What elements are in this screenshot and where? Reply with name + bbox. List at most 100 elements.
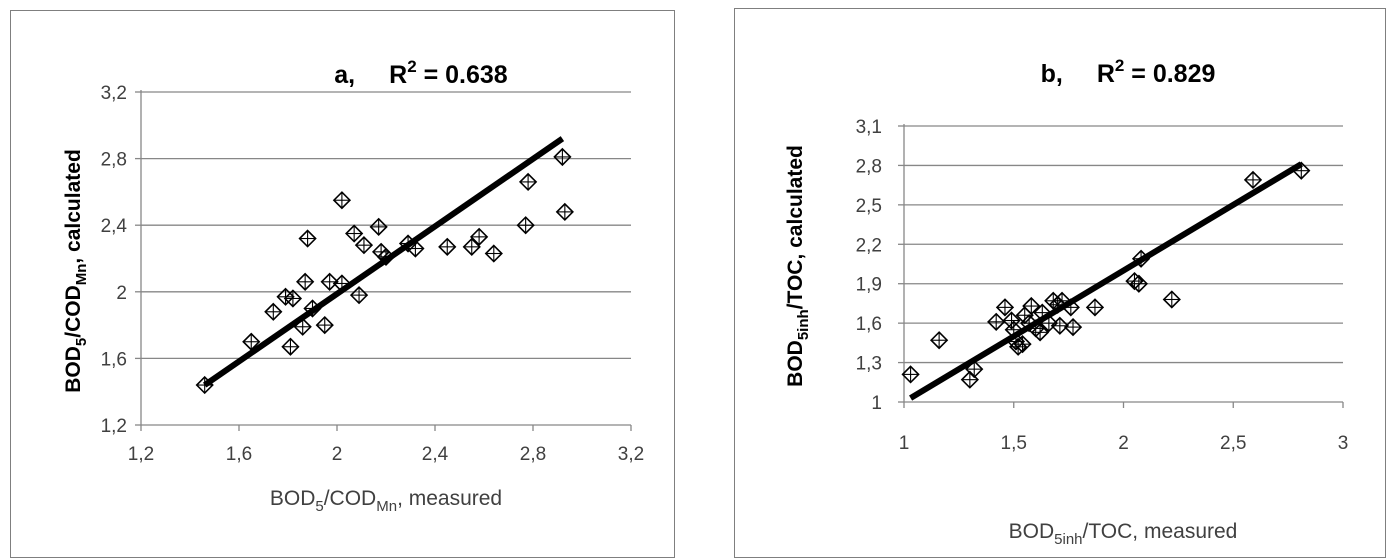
chart-a-point-19 — [376, 247, 396, 266]
chart-b-xlabel-part-0: BOD — [1009, 520, 1055, 543]
chart-a-point-21-diamond — [406, 239, 425, 258]
chart-a-title-sup: 2 — [407, 57, 416, 76]
chart-a-point-13-diamond — [332, 274, 352, 293]
chart-a-title: a, R2 = 0.638 — [334, 57, 508, 89]
chart-a-ylabel-part-2: /COD — [62, 285, 85, 338]
chart-b-point-26 — [1129, 274, 1148, 293]
chart-b-point-15 — [1030, 323, 1050, 342]
chart-a-xlabel-part-4: , measured — [397, 487, 502, 510]
chart-a-point-5-diamond — [283, 289, 303, 308]
chart-a-xlabel-part-0: BOD — [270, 487, 316, 510]
chart-b-point-30-diamond — [1292, 161, 1311, 180]
chart-a-point-8-diamond — [298, 229, 317, 248]
chart-a-point-1-diamond — [242, 332, 261, 351]
chart-b-point-1-diamond — [929, 331, 949, 350]
chart-b-title: b, R2 = 0.829 — [1041, 56, 1216, 88]
chart-b-ytick-label-2: 1,6 — [856, 314, 882, 335]
chart-b-point-29-diamond — [1243, 170, 1263, 190]
chart-b-point-1 — [929, 331, 949, 350]
chart-b-point-7-diamond — [1004, 320, 1023, 339]
chart-b-title-value: = 0.829 — [1124, 60, 1215, 88]
chart-b-trendline — [909, 161, 1303, 401]
chart-a-xlabel-part-3: Mn — [376, 498, 397, 515]
chart-a-point-23 — [462, 237, 481, 256]
chart-a-point-1 — [242, 332, 261, 351]
chart-b-xtick-label-4: 3 — [1338, 433, 1349, 454]
chart-a-point-29-diamond — [555, 202, 574, 222]
chart-a-point-17 — [369, 217, 388, 236]
chart-b-point-6-diamond — [1002, 311, 1021, 330]
chart-b-point-24-diamond — [1085, 298, 1105, 317]
chart-a-ylabel-part-1: 5 — [73, 338, 90, 346]
chart-a-point-13 — [332, 274, 352, 293]
chart-b-point-21 — [1052, 291, 1072, 310]
chart-a-point-16 — [354, 236, 374, 255]
chart-a-xtick-label-4: 2,8 — [520, 444, 546, 465]
chart-b-point-19-diamond — [1048, 295, 1067, 314]
chart-a-point-7 — [296, 272, 315, 291]
chart-a-xlabel-part-2: /COD — [324, 487, 377, 510]
chart-b-point-6 — [1002, 311, 1021, 330]
chart-a-point-0-diamond — [195, 375, 214, 395]
chart-a-point-27 — [518, 172, 538, 192]
chart-a-ylabel: BOD5/CODMn, calculated — [62, 149, 90, 393]
chart-b-point-5-diamond — [995, 298, 1015, 317]
chart-b-point-12-diamond — [1019, 314, 1039, 333]
chart-b-xtick-label-1: 1,5 — [1001, 433, 1027, 454]
chart-a-xtick-label-2: 2 — [332, 444, 343, 465]
chart-b-point-5 — [995, 298, 1015, 317]
chart-a-point-6-diamond — [293, 317, 312, 336]
chart-b-point-26-diamond — [1129, 274, 1148, 293]
chart-a-point-28-diamond — [553, 147, 572, 167]
chart-b-point-28 — [1162, 290, 1181, 309]
chart-a-point-14 — [345, 224, 364, 243]
chart-b-point-30 — [1292, 161, 1311, 180]
chart-b-ytick-label-6: 2,8 — [856, 156, 882, 177]
chart-a-point-28 — [553, 147, 572, 167]
chart-a-point-11-diamond — [320, 272, 339, 291]
chart-a-point-27-diamond — [518, 172, 538, 192]
chart-b-title-sup: 2 — [1115, 56, 1124, 75]
chart-a-point-6 — [293, 317, 312, 336]
chart-b-ytick-label-5: 2,5 — [856, 196, 882, 217]
chart-a-point-20-diamond — [398, 234, 418, 253]
chart-b-xlabel-part-1: 5inh — [1054, 531, 1082, 548]
chart-a-point-15 — [349, 285, 369, 305]
chart-b-point-21-diamond — [1052, 291, 1072, 310]
chart-b-point-23-diamond — [1063, 317, 1083, 337]
chart-a-point-2 — [264, 302, 283, 321]
chart-a-ytick-label-4: 2,8 — [101, 150, 127, 171]
chart-a-point-10-diamond — [315, 315, 334, 335]
chart-a-xlabel-part-1: 5 — [315, 498, 323, 515]
chart-b-point-3 — [965, 360, 984, 379]
chart-b-point-8-diamond — [1006, 332, 1026, 351]
chart-b-point-24 — [1085, 298, 1105, 317]
chart-b-xlabel: BOD5inh/TOC, measured — [1009, 520, 1238, 548]
chart-a-point-9 — [303, 299, 322, 318]
chart-panel-b: b, R2 = 0.829 1 1,3 1,6 1,9 2,2 2,5 2,8 3,1 1 1,5 2 2… — [734, 8, 1386, 558]
chart-b-point-10-diamond — [1013, 335, 1032, 354]
chart-a-ylabel-part-3: Mn — [73, 264, 90, 286]
chart-b-ylabel-part-0: BOD — [784, 340, 807, 387]
chart-a-point-24-diamond — [469, 227, 489, 246]
chart-b-ylabel: BOD5inh/TOC, calculated — [784, 145, 812, 387]
chart-a-point-22-diamond — [438, 237, 457, 256]
chart-b-point-4 — [987, 312, 1006, 331]
chart-b-ytick-label-0: 1 — [871, 393, 882, 414]
chart-a-point-0 — [195, 375, 214, 395]
chart-b-title-r: R — [1097, 60, 1115, 88]
chart-b-point-17-diamond — [1039, 314, 1059, 333]
chart-b-xtick-label-2: 2 — [1118, 433, 1129, 454]
chart-a-title-value: = 0.638 — [417, 61, 508, 89]
chart-a-point-12-diamond — [332, 191, 352, 210]
chart-a-ylabel-part-4: , calculated — [62, 149, 85, 263]
chart-a-point-10 — [315, 315, 334, 335]
chart-b-point-3-diamond — [965, 360, 984, 379]
chart-a-point-26-diamond — [516, 216, 535, 235]
chart-a-point-19-diamond — [376, 247, 396, 266]
chart-b-xlabel-part-2: /TOC, measured — [1083, 520, 1238, 543]
chart-b-ylabel-part-2: /TOC, calculated — [784, 145, 807, 309]
chart-a-point-25 — [484, 244, 503, 263]
